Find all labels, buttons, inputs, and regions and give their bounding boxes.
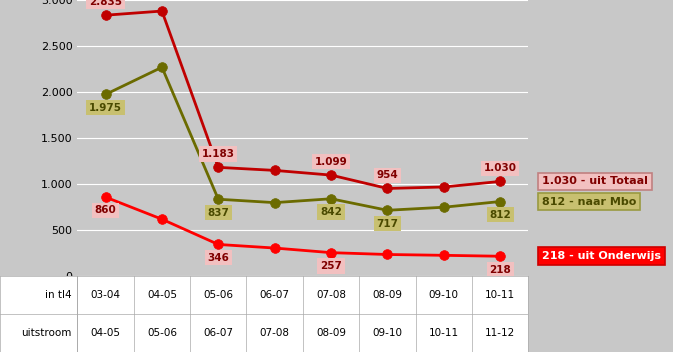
- Text: 07-08: 07-08: [316, 290, 346, 300]
- Text: 842: 842: [320, 207, 342, 217]
- Text: 1.099: 1.099: [315, 157, 347, 167]
- Text: 09-10: 09-10: [429, 290, 459, 300]
- Text: 05-06: 05-06: [147, 328, 177, 338]
- Text: 06-07: 06-07: [260, 290, 289, 300]
- Text: in tl4: in tl4: [44, 290, 71, 300]
- Text: 717: 717: [376, 219, 398, 228]
- Text: 218: 218: [489, 265, 511, 275]
- Text: 09-10: 09-10: [372, 328, 402, 338]
- Text: 1.183: 1.183: [202, 149, 235, 159]
- Text: 08-09: 08-09: [372, 290, 402, 300]
- Text: 08-09: 08-09: [316, 328, 346, 338]
- Text: uitstroom: uitstroom: [21, 328, 71, 338]
- Text: 05-06: 05-06: [203, 290, 234, 300]
- Text: 04-05: 04-05: [147, 290, 177, 300]
- Text: 10-11: 10-11: [485, 290, 516, 300]
- Text: 812 - naar Mbo: 812 - naar Mbo: [542, 196, 637, 207]
- Text: 1.030: 1.030: [484, 163, 517, 173]
- Text: 1.975: 1.975: [89, 103, 122, 113]
- Text: 860: 860: [95, 206, 116, 215]
- Text: 07-08: 07-08: [260, 328, 289, 338]
- Text: 06-07: 06-07: [203, 328, 234, 338]
- Text: 04-05: 04-05: [91, 328, 120, 338]
- Text: 1.030 - uit Totaal: 1.030 - uit Totaal: [542, 176, 648, 187]
- Text: 346: 346: [207, 253, 229, 263]
- Text: 218 - uit Onderwijs: 218 - uit Onderwijs: [542, 251, 661, 261]
- Text: 837: 837: [207, 208, 229, 218]
- Text: 812: 812: [489, 210, 511, 220]
- Text: 2.835: 2.835: [89, 0, 122, 7]
- Text: 257: 257: [320, 261, 342, 271]
- Text: 10-11: 10-11: [429, 328, 459, 338]
- Text: 11-12: 11-12: [485, 328, 516, 338]
- Text: 954: 954: [376, 170, 398, 180]
- Text: 03-04: 03-04: [91, 290, 120, 300]
